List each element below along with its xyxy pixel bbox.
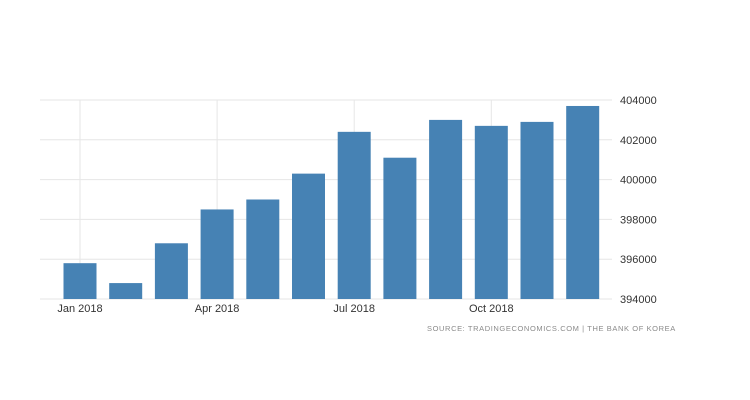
x-tick-label: Apr 2018: [195, 303, 240, 315]
y-tick-label: 396000: [620, 254, 657, 266]
y-tick-label: 402000: [620, 135, 657, 147]
x-tick-label: Oct 2018: [469, 303, 514, 315]
x-tick-label: Jan 2018: [57, 303, 102, 315]
y-tick-label: 398000: [620, 214, 657, 226]
bar-may-2018: [246, 199, 280, 299]
x-tick-label: Jul 2018: [333, 303, 375, 315]
bar-aug-2018: [383, 157, 417, 299]
bar-jun-2018: [292, 173, 325, 299]
grid-lines: [40, 99, 612, 300]
bar-feb-2018: [109, 283, 143, 299]
bar-oct-2018: [474, 125, 508, 300]
y-tick-label: 400000: [620, 175, 657, 187]
bars: [63, 105, 600, 300]
bar-jan-2018: [63, 263, 97, 299]
bar-nov-2018: [520, 121, 554, 299]
y-tick-label: 394000: [620, 294, 657, 306]
y-tick-label: 404000: [620, 95, 657, 107]
bar-sep-2018: [429, 119, 463, 300]
source-note: SOURCE: TRADINGECONOMICS.COM | THE BANK …: [427, 324, 676, 333]
bar-dec-2018: [566, 105, 600, 299]
x-axis-ticks: Jan 2018 Apr 2018 Jul 2018 Oct 2018: [57, 303, 513, 315]
bar-jul-2018: [337, 131, 371, 299]
y-axis-ticks: 394000 396000 398000 400000 402000 404000: [620, 95, 657, 306]
bar-apr-2018: [200, 209, 234, 299]
bar-mar-2018: [154, 243, 188, 299]
